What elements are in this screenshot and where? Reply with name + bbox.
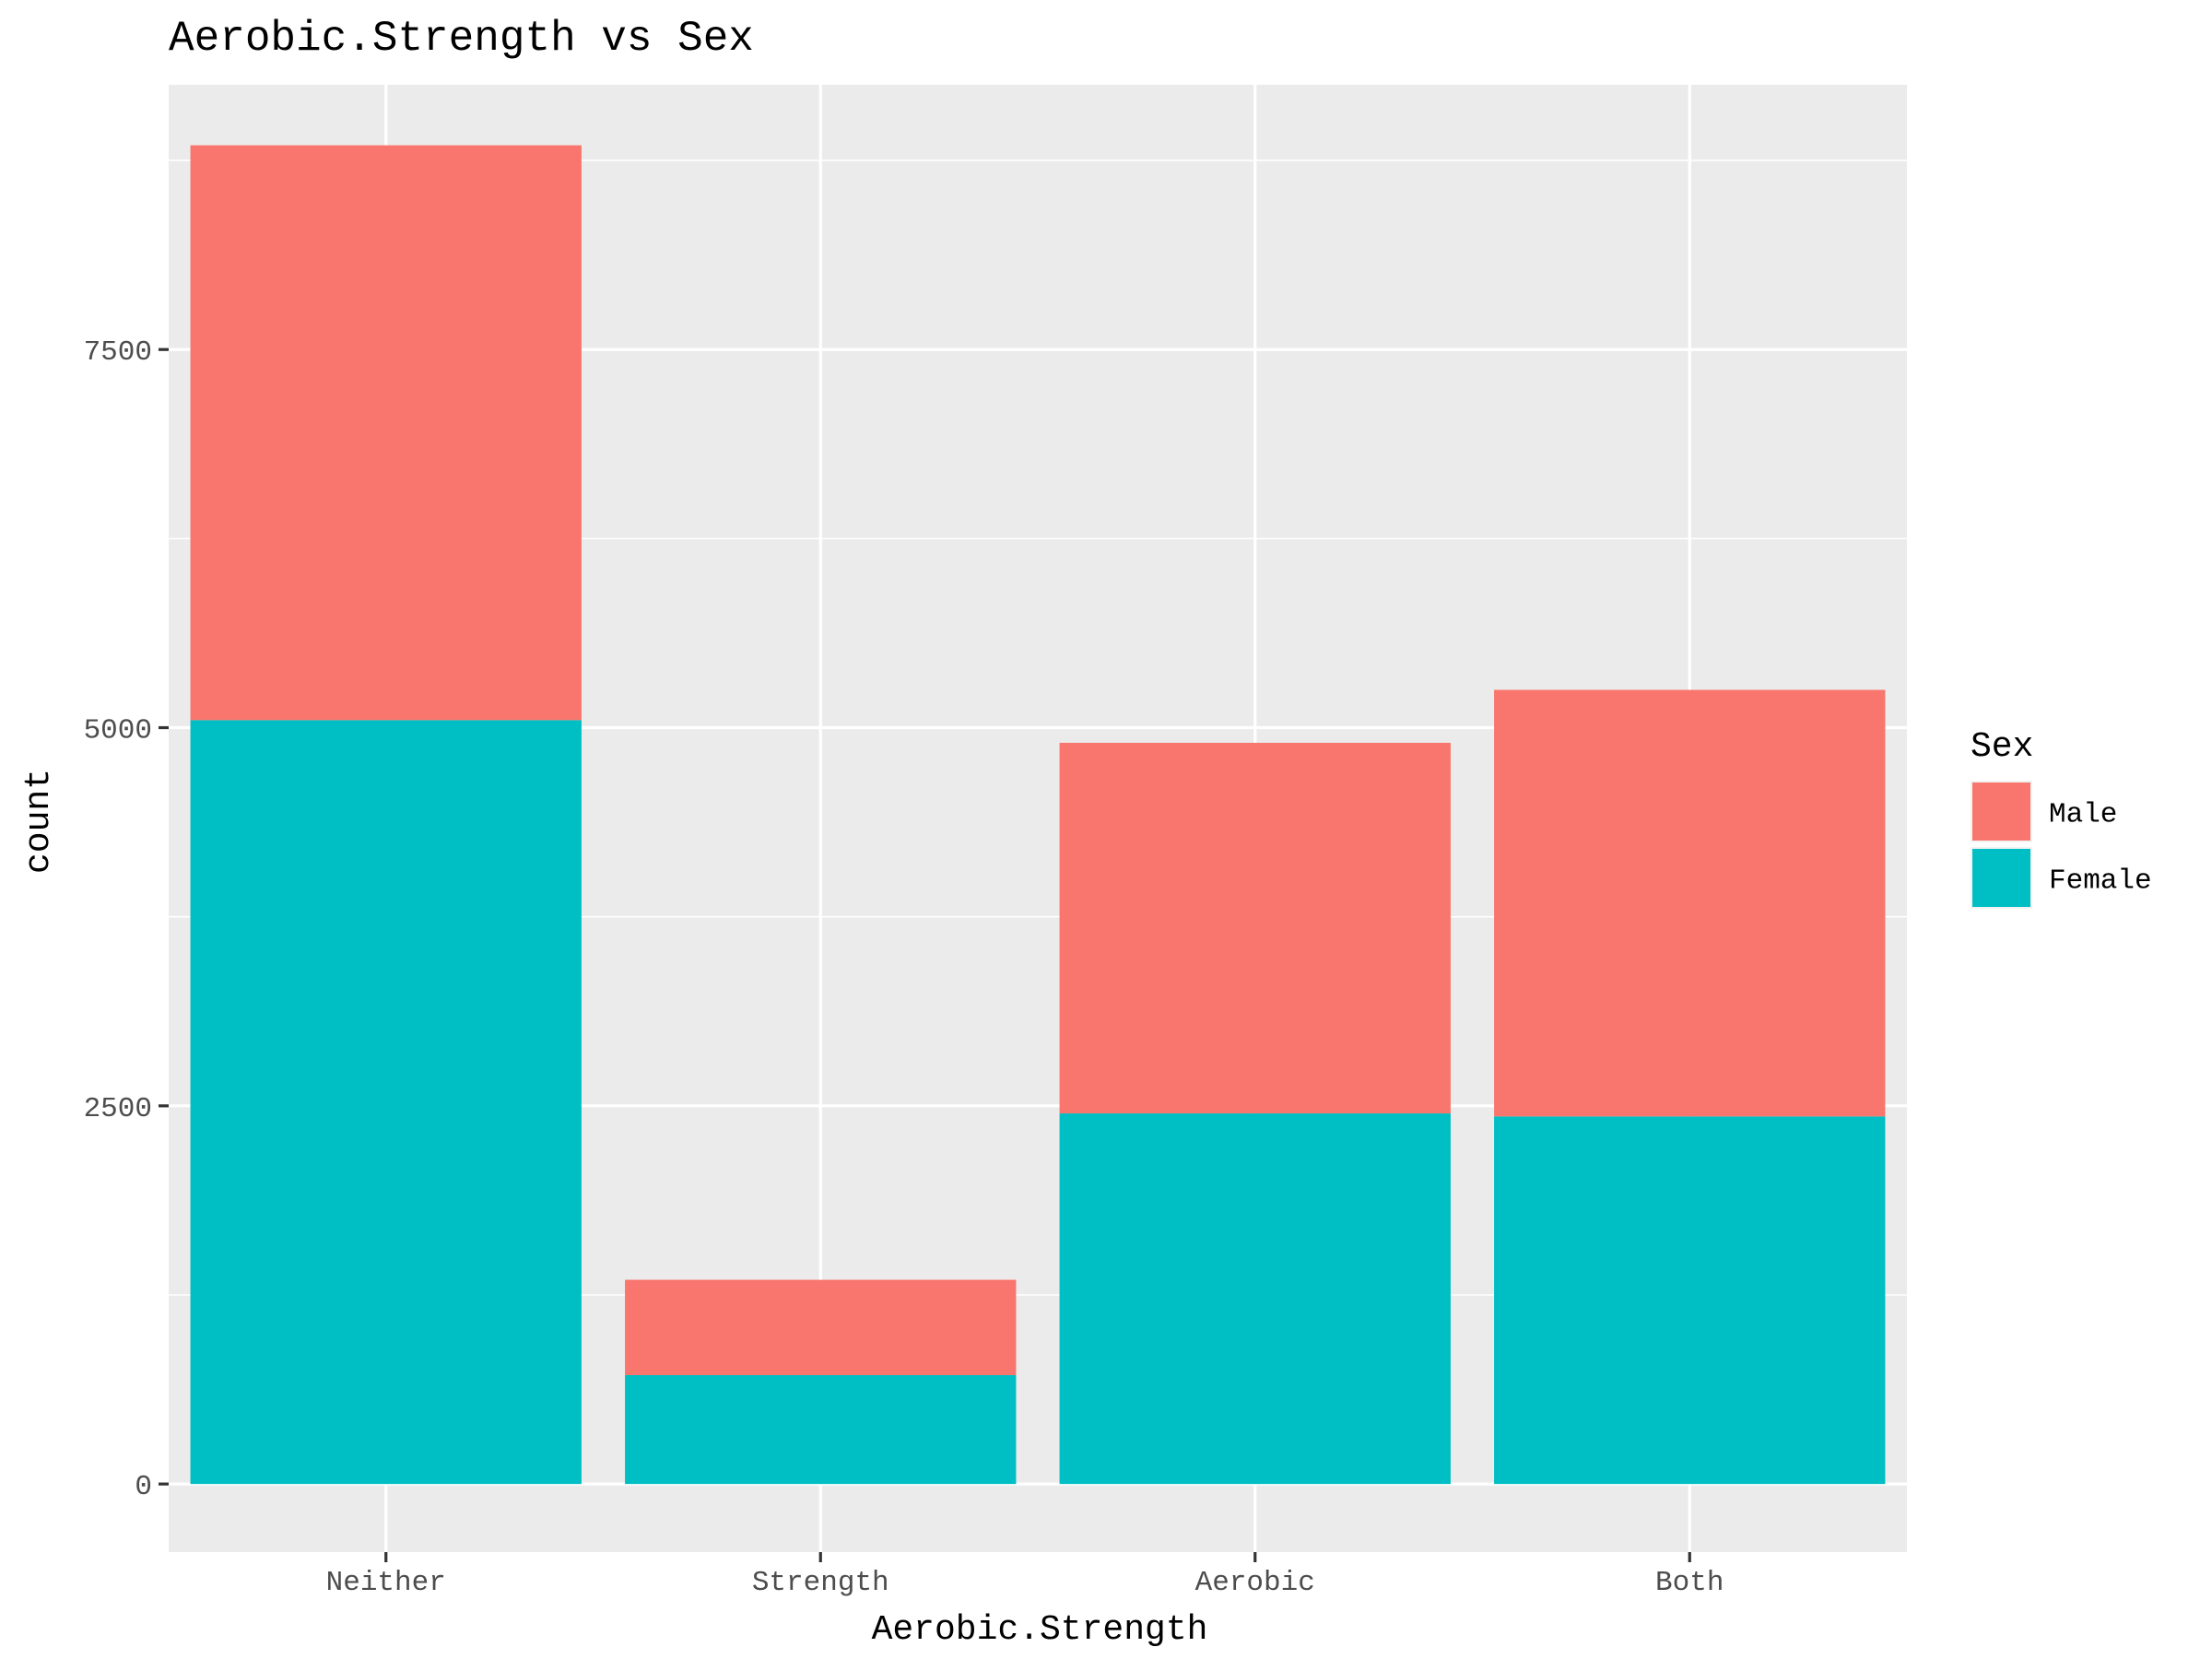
bar-female-aerobic xyxy=(1059,1113,1451,1485)
legend: Sex Male Female xyxy=(1971,727,2152,909)
y-tick-label: 0 xyxy=(135,1471,152,1503)
bar-male-both xyxy=(1494,689,1886,1117)
bar-male-aerobic xyxy=(1059,742,1451,1114)
legend-key-male xyxy=(1972,782,2030,841)
legend-key-female xyxy=(1972,849,2030,907)
legend-label-female: Female xyxy=(2049,865,2152,898)
x-axis-title: Aerobic.Strength xyxy=(872,1610,1208,1650)
y-tick-label: 7500 xyxy=(84,336,152,369)
x-tick-label: Both xyxy=(1655,1567,1724,1599)
y-axis-title: count xyxy=(19,769,59,874)
x-tick-label: Aerobic xyxy=(1195,1567,1315,1599)
legend-label-male: Male xyxy=(2049,799,2117,831)
bar-male-neither xyxy=(190,145,582,721)
x-tick-label: Strength xyxy=(752,1567,889,1599)
y-tick-label: 2500 xyxy=(84,1093,152,1125)
bar-male-strength xyxy=(625,1279,1017,1375)
chart-title: Aerobic.Strength vs Sex xyxy=(169,15,754,63)
bar-female-both xyxy=(1494,1116,1886,1485)
y-tick-label: 5000 xyxy=(84,715,152,747)
x-tick-label: Neither xyxy=(326,1567,446,1599)
bar-female-neither xyxy=(190,720,582,1485)
legend-title: Sex xyxy=(1971,727,2033,767)
bar-female-strength xyxy=(625,1374,1017,1485)
